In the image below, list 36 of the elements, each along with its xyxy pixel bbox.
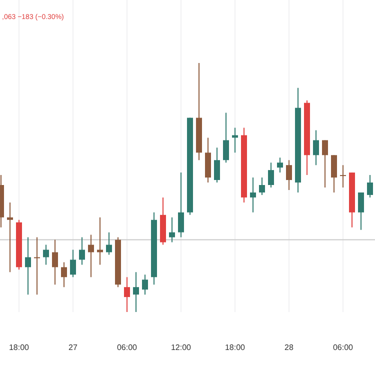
candlestick <box>232 127 238 154</box>
candlestick <box>250 177 256 213</box>
candlestick <box>322 140 328 188</box>
candlestick <box>358 192 364 230</box>
candlestick <box>61 262 67 288</box>
candlestick <box>88 234 94 278</box>
candlestick <box>223 112 229 164</box>
candlestick <box>43 244 49 266</box>
candlestick <box>7 202 13 273</box>
candlestick <box>268 162 274 188</box>
candlestick <box>259 177 265 196</box>
candlestick <box>25 236 31 296</box>
candlestick <box>106 232 112 256</box>
candlestick <box>178 172 184 238</box>
x-tick-label: 06:00 <box>332 343 354 352</box>
candlestick <box>52 239 58 286</box>
x-tick-label: 27 <box>68 343 78 352</box>
candlestick <box>313 130 319 166</box>
candlestick <box>142 274 148 296</box>
candlestick <box>340 164 346 188</box>
x-tick-label: 18:00 <box>8 343 30 352</box>
candlestick <box>133 272 139 312</box>
candlestick <box>34 236 40 296</box>
candlestick <box>70 249 76 278</box>
candlestick <box>331 154 337 193</box>
x-tick-label: 06:00 <box>116 343 138 352</box>
candlestick <box>214 147 220 184</box>
candlestick <box>124 276 130 312</box>
candlestick <box>367 174 373 198</box>
x-tick-label: 18:00 <box>224 343 246 352</box>
candlestick <box>277 157 283 174</box>
x-tick-label: 12:00 <box>170 343 192 352</box>
candlestick <box>286 160 292 190</box>
candlestick <box>169 216 175 243</box>
candlestick <box>79 236 85 266</box>
x-tick-label: 28 <box>284 343 294 352</box>
